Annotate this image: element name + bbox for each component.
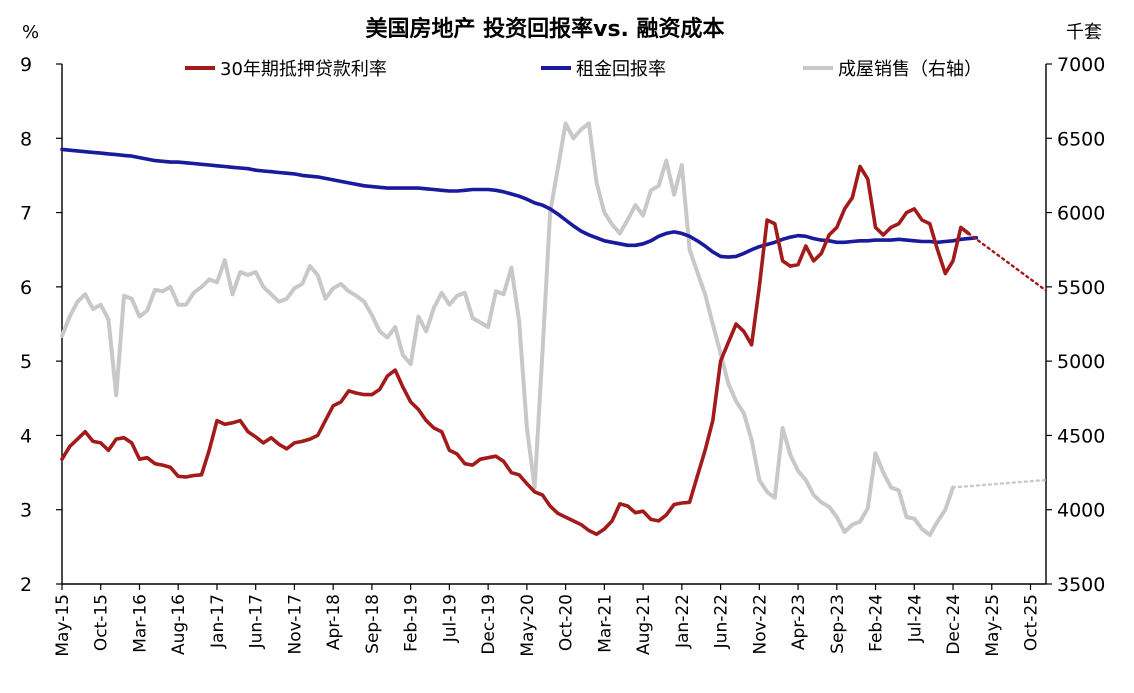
y-right-tick-label: 6000: [1057, 203, 1105, 225]
y-right-tick-label: 5000: [1057, 351, 1105, 373]
x-tick-label: Nov-17: [285, 594, 305, 655]
y-left-tick-label: 3: [20, 500, 32, 522]
series-line-mortgage: [60, 164, 971, 537]
x-tick-label: Jul-24: [905, 594, 925, 643]
x-tick-label: Feb-19: [402, 594, 422, 652]
x-tick-label: Oct-25: [1022, 594, 1042, 651]
y-right-tick-label: 3500: [1057, 574, 1105, 596]
y-right-unit: 千套: [1066, 22, 1102, 43]
x-tick-label: Oct-15: [92, 594, 112, 651]
x-axis-ticks: May-15 Oct-15 Mar-16 Aug-16 Jan-17 Jun-17 Nov-…: [53, 584, 1042, 657]
forecast-line-mortgage: [967, 232, 1048, 292]
legend-label-sales: 成屋销售（右轴）: [838, 59, 982, 80]
x-tick-label: Apr-18: [324, 594, 344, 650]
x-tick-label: May-20: [518, 594, 538, 657]
x-tick-label: Oct-20: [557, 594, 577, 651]
x-tick-label: May-25: [983, 594, 1003, 657]
y-left-tick-label: 8: [20, 128, 32, 150]
y-right-tick-label: 4000: [1057, 500, 1105, 522]
y-axis-left-ticks: 2 3 4 5 6 7 8 9: [20, 54, 62, 596]
x-tick-label: Aug-21: [634, 594, 654, 655]
forecast-line-sales: [951, 478, 1048, 489]
y-left-tick-label: 7: [20, 203, 32, 225]
x-tick-label: Dec-24: [944, 594, 964, 655]
y-right-tick-label: 5500: [1057, 277, 1105, 299]
y-left-tick-label: 2: [20, 574, 32, 596]
y-right-tick-label: 6500: [1057, 128, 1105, 150]
x-tick-label: Jun-17: [247, 594, 267, 649]
x-tick-label: Jul-19: [440, 594, 460, 643]
axes: [61, 64, 1047, 585]
x-tick-label: Dec-19: [479, 594, 499, 655]
y-right-tick-label: 4500: [1057, 425, 1105, 447]
y-axis-right-ticks: 3500 4000 4500 5000 5500 6000 6500 7000: [1046, 54, 1105, 596]
x-tick-label: Aug-16: [169, 594, 189, 655]
x-tick-label: Mar-16: [130, 594, 150, 653]
series-group: [60, 121, 1048, 537]
x-tick-label: Mar-21: [595, 594, 615, 653]
x-tick-label: Apr-23: [789, 594, 809, 650]
y-left-tick-label: 6: [20, 277, 32, 299]
x-tick-label: Jan-22: [673, 594, 693, 649]
y-left-tick-label: 4: [20, 425, 32, 447]
y-left-tick-label: 9: [20, 54, 32, 76]
legend-label-mortgage: 30年期抵押贷款利率: [220, 59, 387, 80]
legend-label-rent: 租金回报率: [576, 59, 666, 80]
y-left-unit: %: [22, 22, 39, 43]
chart-title: 美国房地产 投资回报率vs. 融资成本: [365, 16, 724, 42]
x-tick-label: Feb-24: [867, 594, 887, 652]
legend: 30年期抵押贷款利率 租金回报率 成屋销售（右轴）: [185, 59, 982, 80]
x-tick-label: Nov-22: [750, 594, 770, 655]
series-line-sales: [60, 121, 955, 537]
x-tick-label: Sep-23: [828, 594, 848, 654]
y-left-tick-label: 5: [20, 351, 32, 373]
x-tick-label: May-15: [53, 594, 73, 657]
x-tick-label: Sep-18: [363, 594, 383, 654]
y-right-tick-label: 7000: [1057, 54, 1105, 76]
x-tick-label: Jan-17: [208, 594, 228, 649]
series-line-rent: [60, 147, 979, 259]
x-tick-label: Jun-22: [712, 594, 732, 649]
